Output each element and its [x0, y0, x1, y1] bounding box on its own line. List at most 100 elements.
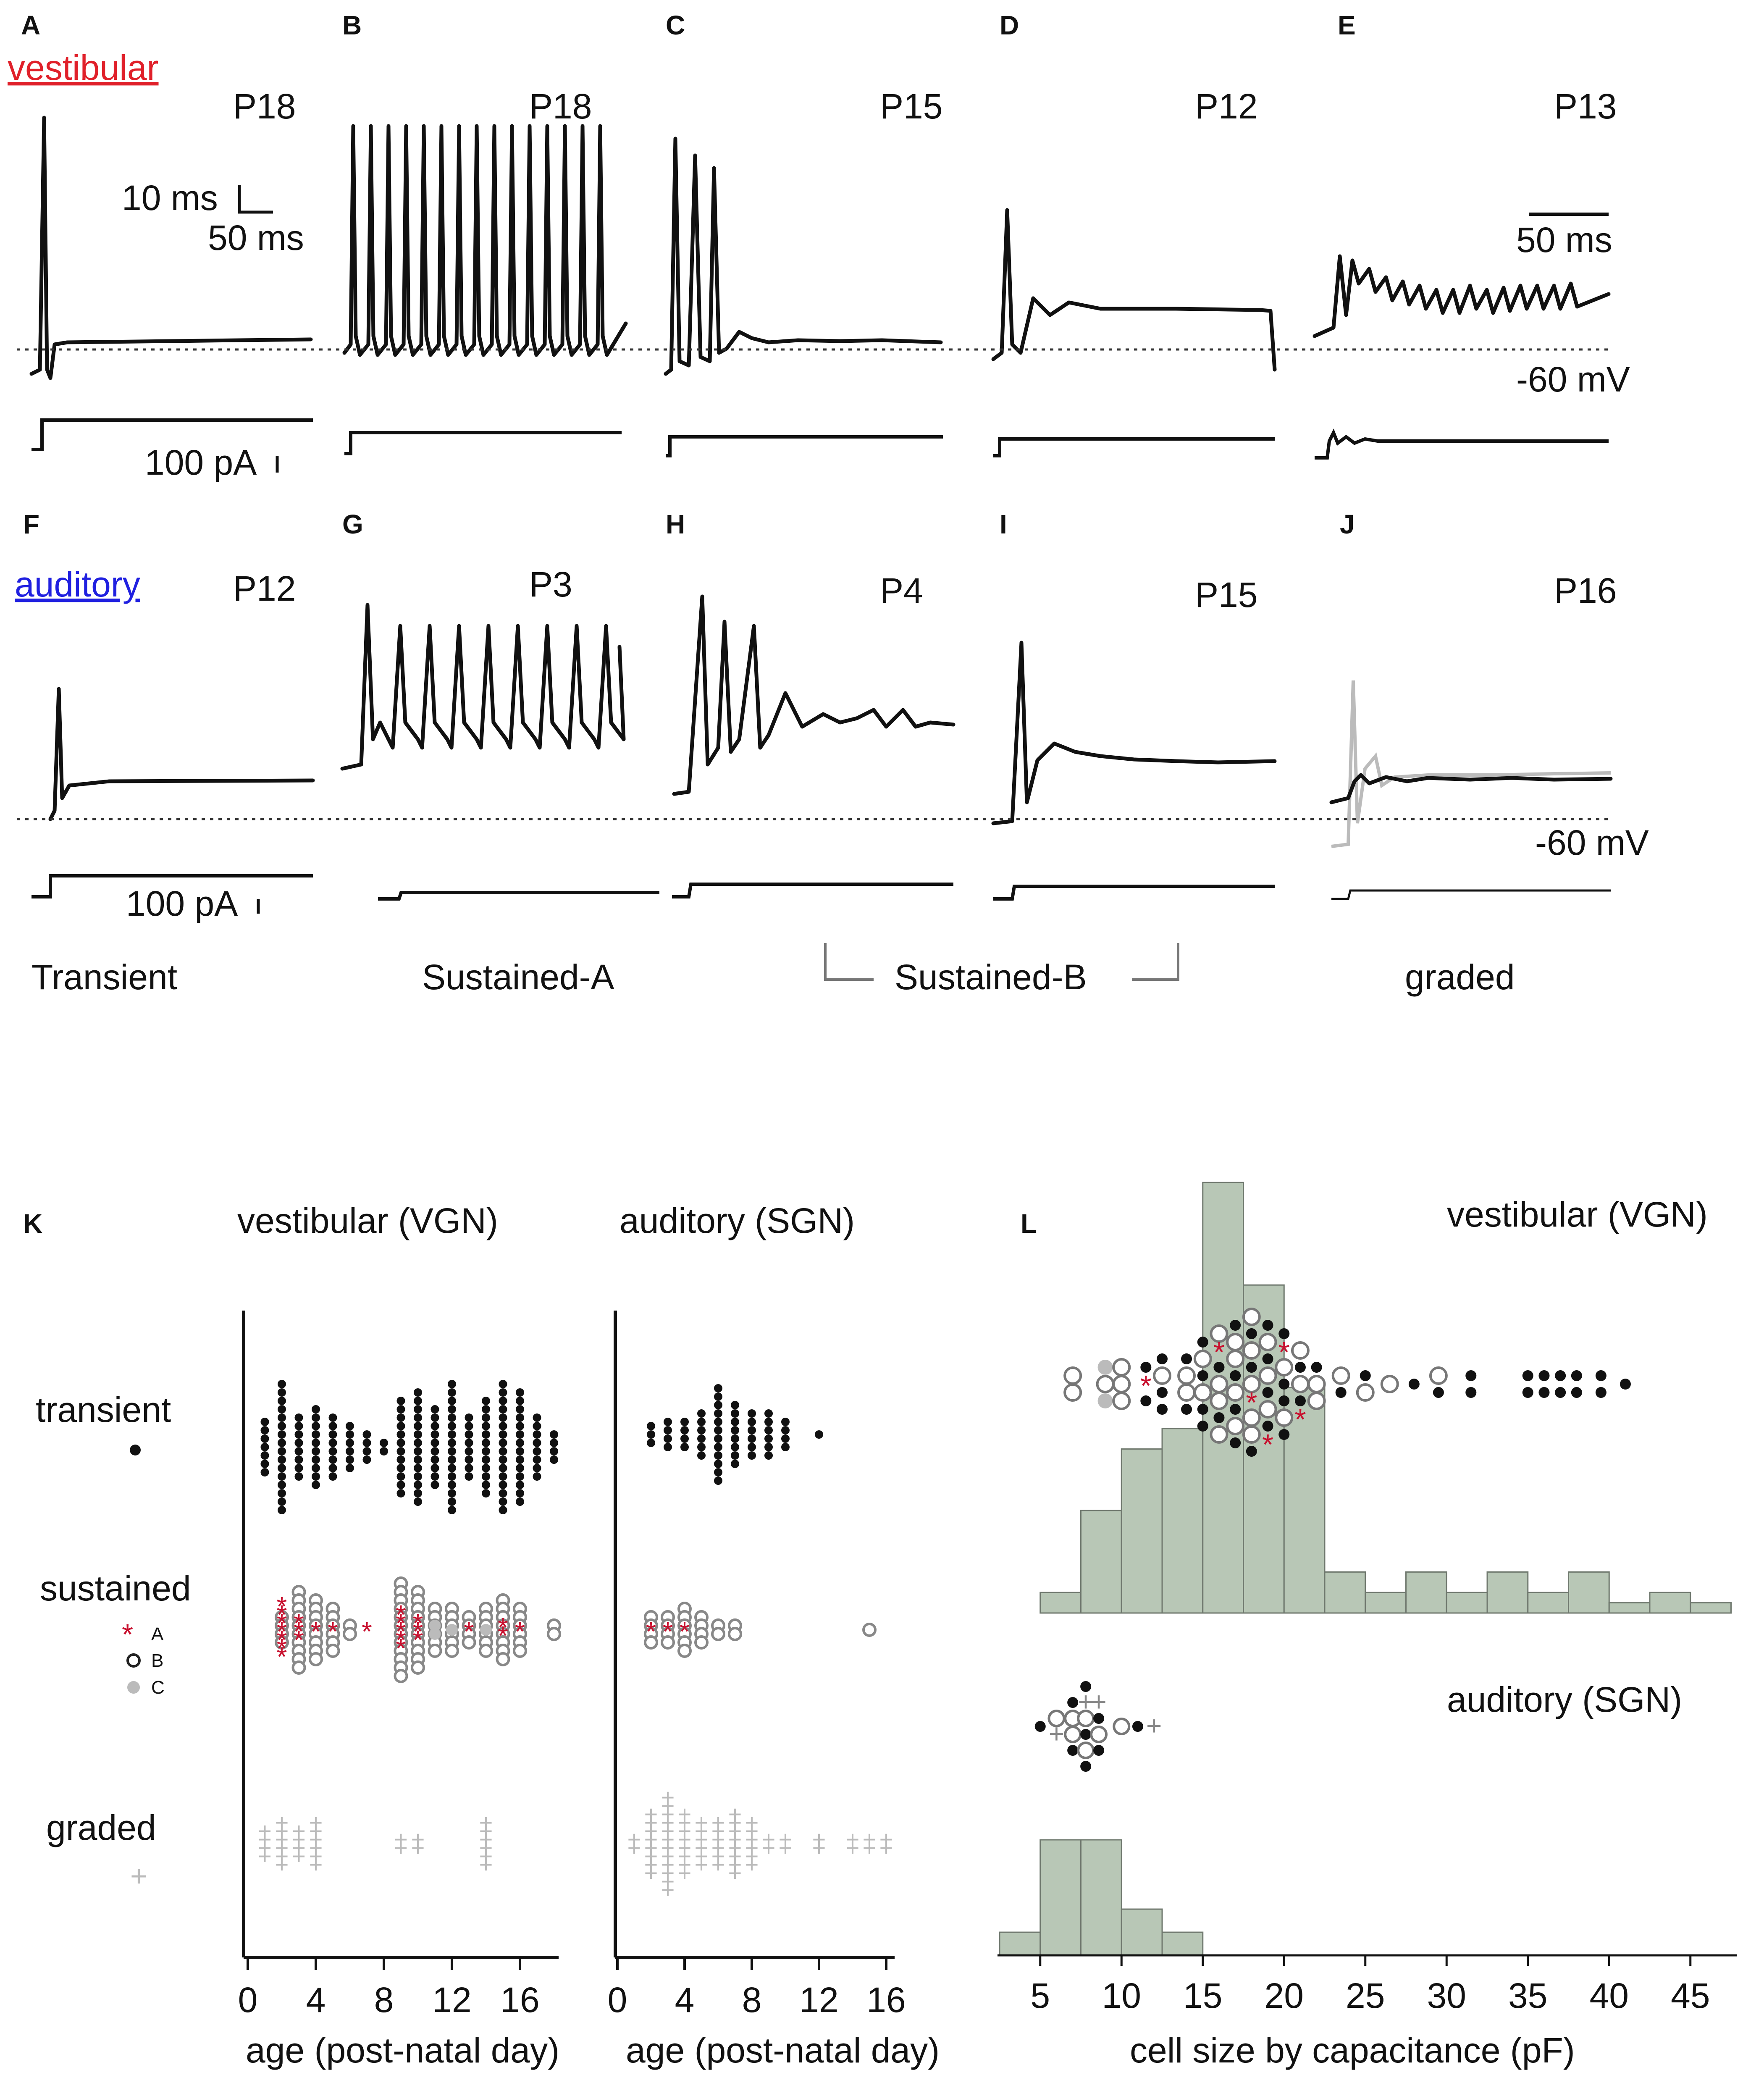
- vgn-cell-circle: [1331, 1366, 1350, 1385]
- vgn-cell-circle: [1258, 1333, 1277, 1351]
- vgn-cell-circle: [1380, 1375, 1399, 1393]
- vgn-cell-dot: [1278, 1429, 1290, 1440]
- sgn-cell-plus: +: [1146, 1710, 1162, 1741]
- k-title-vgn: vestibular (VGN): [237, 1201, 498, 1240]
- transient-dot: [764, 1443, 773, 1451]
- bracket-right: [1132, 943, 1179, 981]
- vgn-cell-dot: [1311, 1362, 1322, 1373]
- sustained-a-star: *: [498, 1621, 508, 1651]
- graded-plus: +: [661, 1792, 675, 1819]
- vgn-hist-bar: [1527, 1592, 1569, 1614]
- legend-star-symbol: *: [122, 1618, 133, 1651]
- transient-dot: [664, 1426, 672, 1434]
- graded-plus: +: [479, 1826, 493, 1852]
- transient-dot: [448, 1464, 456, 1472]
- legend-transient-marker: [130, 1445, 141, 1455]
- transient-dot: [396, 1464, 405, 1472]
- transient-dot: [396, 1405, 405, 1413]
- graded-plus: +: [711, 1826, 725, 1852]
- age-b: P18: [529, 87, 592, 126]
- transient-dot: [815, 1430, 823, 1439]
- transient-dot: [294, 1430, 303, 1439]
- sgn-cell-circle: [1064, 1726, 1082, 1743]
- age-e: P13: [1554, 87, 1617, 126]
- sgn-cell-plus: +: [1091, 1687, 1106, 1717]
- trace-i: [991, 641, 1277, 825]
- l-tick-label: 35: [1508, 1976, 1547, 2015]
- vgn-cell-dot: [1555, 1370, 1566, 1381]
- sustained-a-star: *: [277, 1608, 287, 1638]
- vgn-cell-dot: [1278, 1395, 1290, 1406]
- sustained-a-star: *: [498, 1612, 508, 1642]
- graded-plus: +: [661, 1801, 675, 1827]
- transient-dot: [328, 1455, 337, 1464]
- graded-plus: +: [695, 1843, 709, 1869]
- transient-dot: [482, 1447, 490, 1455]
- l-marks: ******++++: [1034, 1308, 1631, 1772]
- legend-label-b: B: [151, 1650, 163, 1671]
- transient-dot: [396, 1455, 405, 1464]
- transient-dot: [278, 1447, 286, 1455]
- sgn-cell-circle: [1090, 1726, 1108, 1743]
- transient-dot: [714, 1468, 722, 1476]
- panel-letter-g: G: [342, 509, 363, 539]
- transient-dot: [430, 1447, 439, 1455]
- sgn-cell-dot: [1034, 1721, 1046, 1732]
- transient-dot: [697, 1418, 706, 1426]
- vgn-cell-circle: [1193, 1383, 1212, 1402]
- transient-dot: [312, 1447, 320, 1455]
- graded-plus: +: [258, 1818, 272, 1844]
- panel-J: J P16 -60 mV: [1329, 509, 1649, 900]
- sustained-a-star: *: [680, 1616, 690, 1647]
- sustained-b-circle: [862, 1623, 877, 1637]
- sustained-a-star: *: [396, 1600, 406, 1630]
- sustained-a-star: *: [277, 1616, 287, 1647]
- l-title-sgn: auditory (SGN): [1447, 1680, 1682, 1719]
- graded-plus: +: [745, 1851, 759, 1878]
- transient-dot: [396, 1472, 405, 1481]
- graded-plus: +: [275, 1826, 289, 1852]
- transient-dot: [312, 1472, 320, 1481]
- tick-label-sgn: 16: [866, 1980, 906, 2020]
- tick-label-sgn: 0: [608, 1980, 627, 2020]
- transient-dot: [516, 1439, 524, 1447]
- vgn-cell-circle: [1242, 1341, 1261, 1360]
- vgn-cell-dot: [1157, 1387, 1168, 1398]
- vgn-cell-dot: [1246, 1446, 1257, 1457]
- graded-plus: +: [678, 1801, 692, 1827]
- transient-dot: [499, 1439, 507, 1447]
- sustained-b-circle: [309, 1652, 323, 1666]
- graded-plus: +: [479, 1818, 493, 1844]
- transient-dot: [278, 1405, 286, 1413]
- trace-e: [1312, 254, 1611, 338]
- vgn-hist-bar: [1649, 1592, 1691, 1614]
- vgn-cell-circle: [1307, 1375, 1326, 1393]
- transient-dot: [328, 1430, 337, 1439]
- l-ticks: 5 10 15 20 25 30 35 40 45: [1030, 1955, 1710, 2015]
- panel-letter-i: I: [1000, 509, 1007, 539]
- graded-plus: +: [728, 1834, 742, 1861]
- vgn-cell-dot: [1157, 1404, 1168, 1415]
- vgn-cell-dot: [1197, 1404, 1208, 1415]
- graded-plus: +: [275, 1851, 289, 1878]
- k-ticks-sgn: 0 4 8 12 16: [608, 1957, 906, 2020]
- transient-dot: [328, 1422, 337, 1430]
- transient-dot: [465, 1447, 473, 1455]
- transient-dot: [550, 1455, 558, 1464]
- vgn-hist-bar: [1446, 1592, 1488, 1614]
- sustained-b-circle: [728, 1627, 742, 1641]
- transient-dot: [647, 1439, 655, 1447]
- sustained-b-circle: [677, 1644, 692, 1658]
- vgn-cell-dot: [1181, 1353, 1192, 1364]
- transient-dot: [499, 1380, 507, 1388]
- transient-dot: [448, 1455, 456, 1464]
- age-d: P12: [1195, 87, 1257, 126]
- k-marks: ********** * * ********* * ** *+++++++++++++++…: [258, 1380, 893, 1903]
- sgn-cell-dot: [1067, 1697, 1079, 1708]
- current-step-g: [378, 891, 659, 901]
- category-sustained-b: Sustained-B: [895, 957, 1087, 997]
- transient-dot: [414, 1472, 422, 1481]
- panel-I: I P15: [991, 509, 1277, 901]
- transient-dot: [731, 1401, 739, 1409]
- vgn-cell-circle: [1063, 1383, 1082, 1402]
